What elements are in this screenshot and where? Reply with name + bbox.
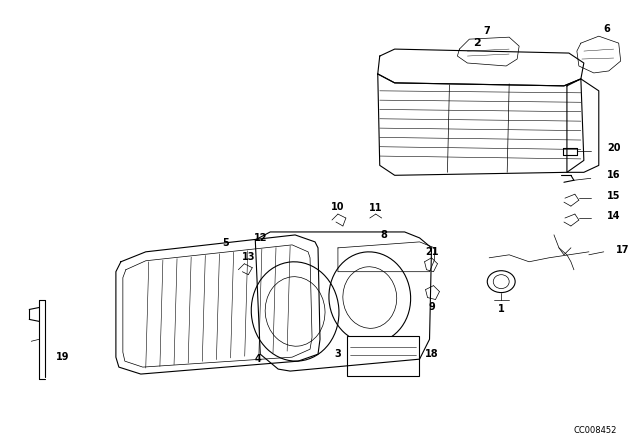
Text: 1: 1: [498, 305, 504, 314]
Text: 16: 16: [607, 170, 620, 180]
Text: 12: 12: [253, 233, 267, 243]
Text: 19: 19: [56, 352, 70, 362]
Text: 9: 9: [428, 302, 435, 312]
Text: 6: 6: [604, 24, 610, 34]
Text: 3: 3: [335, 349, 341, 359]
Text: 14: 14: [607, 211, 620, 221]
Text: CC008452: CC008452: [574, 426, 617, 435]
Text: 13: 13: [241, 252, 255, 262]
Text: 5: 5: [222, 238, 228, 248]
Text: 4: 4: [255, 354, 262, 364]
Text: 2: 2: [474, 38, 481, 48]
FancyBboxPatch shape: [347, 336, 419, 376]
Text: 20: 20: [607, 143, 620, 154]
Text: 8: 8: [380, 230, 387, 240]
Text: 18: 18: [424, 349, 438, 359]
Text: 10: 10: [331, 202, 345, 212]
Text: 11: 11: [369, 203, 383, 213]
Text: 17: 17: [616, 245, 629, 255]
Text: 15: 15: [607, 191, 620, 201]
Text: 7: 7: [483, 26, 490, 36]
Text: 21: 21: [425, 247, 438, 257]
